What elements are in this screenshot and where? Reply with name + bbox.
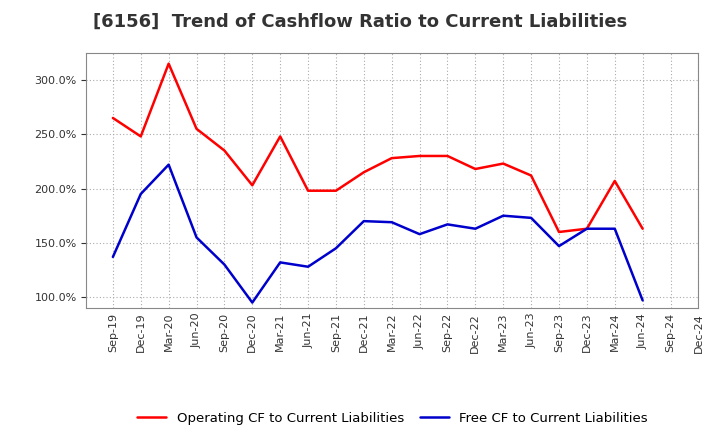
Operating CF to Current Liabilities bbox=[471, 166, 480, 172]
Free CF to Current Liabilities bbox=[471, 226, 480, 231]
Free CF to Current Liabilities bbox=[164, 162, 173, 167]
Operating CF to Current Liabilities bbox=[611, 178, 619, 183]
Free CF to Current Liabilities bbox=[192, 235, 201, 240]
Operating CF to Current Liabilities bbox=[554, 229, 563, 235]
Free CF to Current Liabilities bbox=[109, 254, 117, 260]
Free CF to Current Liabilities bbox=[527, 215, 536, 220]
Operating CF to Current Liabilities bbox=[164, 61, 173, 66]
Operating CF to Current Liabilities bbox=[415, 153, 424, 158]
Free CF to Current Liabilities bbox=[554, 243, 563, 249]
Free CF to Current Liabilities bbox=[387, 220, 396, 225]
Operating CF to Current Liabilities bbox=[220, 148, 229, 153]
Free CF to Current Liabilities bbox=[582, 226, 591, 231]
Operating CF to Current Liabilities bbox=[332, 188, 341, 193]
Free CF to Current Liabilities bbox=[276, 260, 284, 265]
Free CF to Current Liabilities bbox=[332, 246, 341, 251]
Operating CF to Current Liabilities bbox=[192, 126, 201, 132]
Text: [6156]  Trend of Cashflow Ratio to Current Liabilities: [6156] Trend of Cashflow Ratio to Curren… bbox=[93, 13, 627, 31]
Free CF to Current Liabilities bbox=[248, 300, 256, 305]
Free CF to Current Liabilities bbox=[499, 213, 508, 218]
Free CF to Current Liabilities bbox=[639, 298, 647, 303]
Free CF to Current Liabilities bbox=[359, 219, 368, 224]
Operating CF to Current Liabilities bbox=[639, 226, 647, 231]
Free CF to Current Liabilities bbox=[137, 191, 145, 197]
Operating CF to Current Liabilities bbox=[137, 134, 145, 139]
Operating CF to Current Liabilities bbox=[109, 115, 117, 121]
Line: Operating CF to Current Liabilities: Operating CF to Current Liabilities bbox=[113, 64, 643, 232]
Line: Free CF to Current Liabilities: Free CF to Current Liabilities bbox=[113, 165, 643, 303]
Operating CF to Current Liabilities bbox=[359, 169, 368, 175]
Operating CF to Current Liabilities bbox=[443, 153, 451, 158]
Operating CF to Current Liabilities bbox=[248, 183, 256, 188]
Free CF to Current Liabilities bbox=[220, 262, 229, 267]
Free CF to Current Liabilities bbox=[443, 222, 451, 227]
Operating CF to Current Liabilities bbox=[304, 188, 312, 193]
Free CF to Current Liabilities bbox=[611, 226, 619, 231]
Operating CF to Current Liabilities bbox=[527, 173, 536, 178]
Free CF to Current Liabilities bbox=[304, 264, 312, 269]
Operating CF to Current Liabilities bbox=[582, 226, 591, 231]
Free CF to Current Liabilities bbox=[415, 231, 424, 237]
Operating CF to Current Liabilities bbox=[499, 161, 508, 166]
Legend: Operating CF to Current Liabilities, Free CF to Current Liabilities: Operating CF to Current Liabilities, Fre… bbox=[137, 411, 648, 425]
Operating CF to Current Liabilities bbox=[387, 155, 396, 161]
Operating CF to Current Liabilities bbox=[276, 134, 284, 139]
